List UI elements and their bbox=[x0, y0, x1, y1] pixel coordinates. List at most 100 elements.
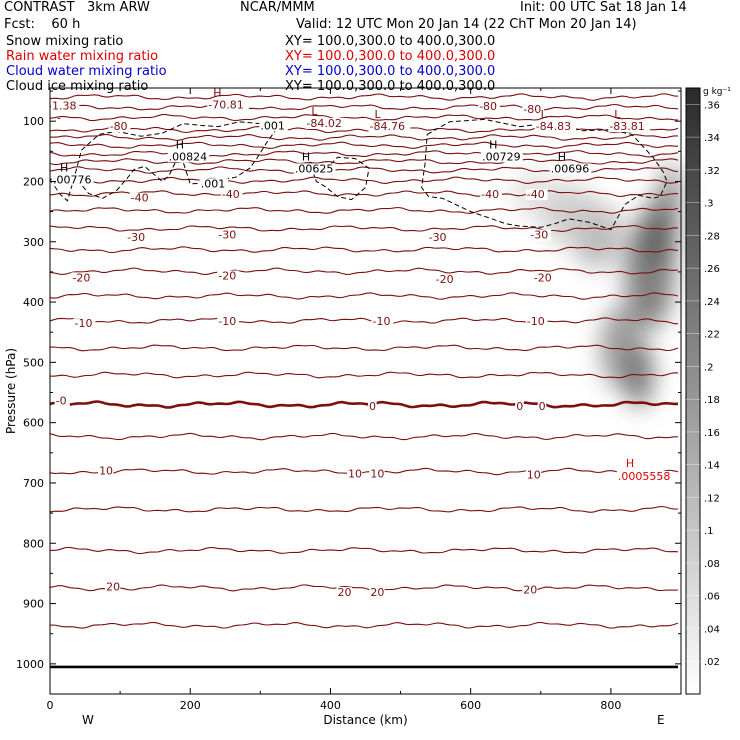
extremum-marker: L bbox=[311, 105, 318, 118]
temperature-contour bbox=[49, 621, 679, 629]
colorbar-tick-label: .12 bbox=[704, 493, 720, 504]
colorbar-tick-label: .02 bbox=[704, 657, 720, 668]
snow-max-value: .00824 bbox=[169, 150, 208, 163]
temperature-contour-label: -40 bbox=[222, 188, 240, 201]
label-background bbox=[105, 581, 121, 593]
y-tick-label: 900 bbox=[23, 598, 44, 611]
label-background bbox=[368, 120, 411, 132]
extremum-marker: L bbox=[375, 108, 382, 121]
temperature-contour-label: -40 bbox=[527, 188, 545, 201]
temperature-contour bbox=[49, 103, 679, 111]
temperature-contour bbox=[49, 190, 679, 197]
label-background bbox=[434, 274, 457, 286]
cloud-ice-label: .001 bbox=[260, 119, 285, 132]
temperature-contours bbox=[49, 93, 679, 669]
label-background bbox=[108, 120, 131, 132]
extremum-marker: L bbox=[541, 108, 548, 121]
x-tick-label: 0 bbox=[47, 699, 54, 712]
snow-max-value: .00696 bbox=[551, 162, 590, 175]
colorbar-tick-label: .14 bbox=[704, 461, 720, 472]
label-background bbox=[532, 272, 555, 284]
label-background bbox=[293, 163, 336, 175]
field-name: Snow mixing ratio bbox=[6, 34, 124, 49]
temperature-contour-label: 0 bbox=[369, 400, 376, 413]
temperature-contour-label: 10 bbox=[348, 467, 362, 480]
y-tick-label: 600 bbox=[23, 417, 44, 430]
label-background bbox=[217, 229, 240, 241]
temperature-contour bbox=[49, 126, 679, 134]
temperature-contour bbox=[49, 292, 679, 300]
temperature-contour-label: -20 bbox=[436, 273, 454, 286]
temperature-contour bbox=[49, 224, 679, 232]
label-background bbox=[167, 151, 210, 163]
snow-max-value: .00625 bbox=[295, 162, 334, 175]
extremum-value: -83.81 bbox=[609, 120, 644, 133]
label-background bbox=[259, 120, 288, 132]
temperature-contour-label: 10 bbox=[370, 467, 384, 480]
snow-max-marker: H bbox=[489, 138, 497, 151]
colorbar-tick-label: .34 bbox=[704, 133, 720, 144]
colorbar-tick-label: .36 bbox=[704, 100, 720, 111]
field-name: Rain water mixing ratio bbox=[6, 49, 159, 64]
label-background bbox=[522, 104, 545, 116]
label-background bbox=[207, 99, 249, 111]
x-tick-label: 400 bbox=[320, 699, 341, 712]
colorbar-tick-label: .28 bbox=[704, 231, 720, 242]
y-axis-label: Pressure (hPa) bbox=[4, 348, 18, 434]
y-tick-label: 700 bbox=[23, 477, 44, 490]
colorbar-tick-label: .24 bbox=[704, 297, 720, 308]
chart-header: CONTRAST 3km ARW NCAR/MMM Init: 00 UTC S… bbox=[0, 0, 740, 96]
field-section-coords: XY= 100.0,300.0 to 400.0,300.0 bbox=[285, 49, 496, 64]
label-background bbox=[537, 400, 547, 412]
temperature-contour bbox=[49, 149, 679, 158]
temperature-contour-label: -30 bbox=[429, 231, 447, 244]
temperature-contour bbox=[49, 317, 679, 325]
temperature-contour bbox=[49, 432, 678, 441]
snow-max-marker: H bbox=[302, 150, 310, 163]
temperature-contour-label: 20 bbox=[337, 586, 351, 599]
cloud-ice-contour bbox=[49, 121, 279, 202]
label-background bbox=[478, 101, 500, 113]
temperature-contour bbox=[49, 400, 679, 409]
forecast-hour: Fcst: 60 h bbox=[4, 17, 81, 32]
temperature-contour-label: 10 bbox=[527, 469, 541, 482]
temperature-contour-label: -0 bbox=[56, 394, 67, 407]
field-name: Cloud ice mixing ratio bbox=[6, 79, 149, 94]
label-background bbox=[525, 315, 548, 327]
label-background bbox=[336, 587, 352, 599]
colorbar-tick-label: .04 bbox=[704, 624, 720, 635]
colorbar-tick-label: .26 bbox=[704, 264, 720, 275]
center-title: NCAR/MMM bbox=[240, 0, 315, 15]
temperature-contour-label: -80 bbox=[479, 100, 497, 113]
y-tick-label: 300 bbox=[23, 236, 44, 249]
temperature-contour-label: -30 bbox=[218, 229, 236, 242]
extremum-value: -70.81 bbox=[208, 98, 243, 111]
label-background bbox=[71, 272, 94, 284]
label-background bbox=[368, 400, 377, 412]
label-background bbox=[534, 120, 577, 132]
snow-plume bbox=[540, 184, 597, 245]
y-tick-label: 100 bbox=[23, 115, 44, 128]
temperature-contour-label: -80 bbox=[110, 120, 128, 133]
contour-labels: -80-80 -80-40 -40 -40 -40-30 -30 -30 -30-20 -20-… bbox=[51, 86, 672, 599]
snow-max-marker: H bbox=[176, 138, 184, 151]
plot-frame bbox=[49, 87, 682, 695]
temperature-contour-label: -10 bbox=[75, 317, 93, 330]
label-background bbox=[608, 120, 650, 132]
temperature-contour bbox=[49, 158, 679, 166]
snow-max-marker: H bbox=[60, 161, 68, 174]
label-background bbox=[480, 189, 502, 201]
temperature-contour bbox=[49, 546, 679, 555]
label-background bbox=[522, 584, 538, 596]
temperature-contour-label: -10 bbox=[373, 315, 391, 328]
label-background bbox=[129, 192, 152, 204]
colorbar-tick-label: .06 bbox=[704, 592, 720, 603]
field-name: Cloud water mixing ratio bbox=[6, 64, 167, 79]
label-background bbox=[427, 231, 450, 243]
field-section-coords: XY= 100.0,300.0 to 400.0,300.0 bbox=[285, 79, 496, 94]
model-title: CONTRAST 3km ARW bbox=[4, 0, 150, 15]
x-tick-label: 200 bbox=[180, 699, 201, 712]
temperature-contour-label: 10 bbox=[99, 464, 113, 477]
